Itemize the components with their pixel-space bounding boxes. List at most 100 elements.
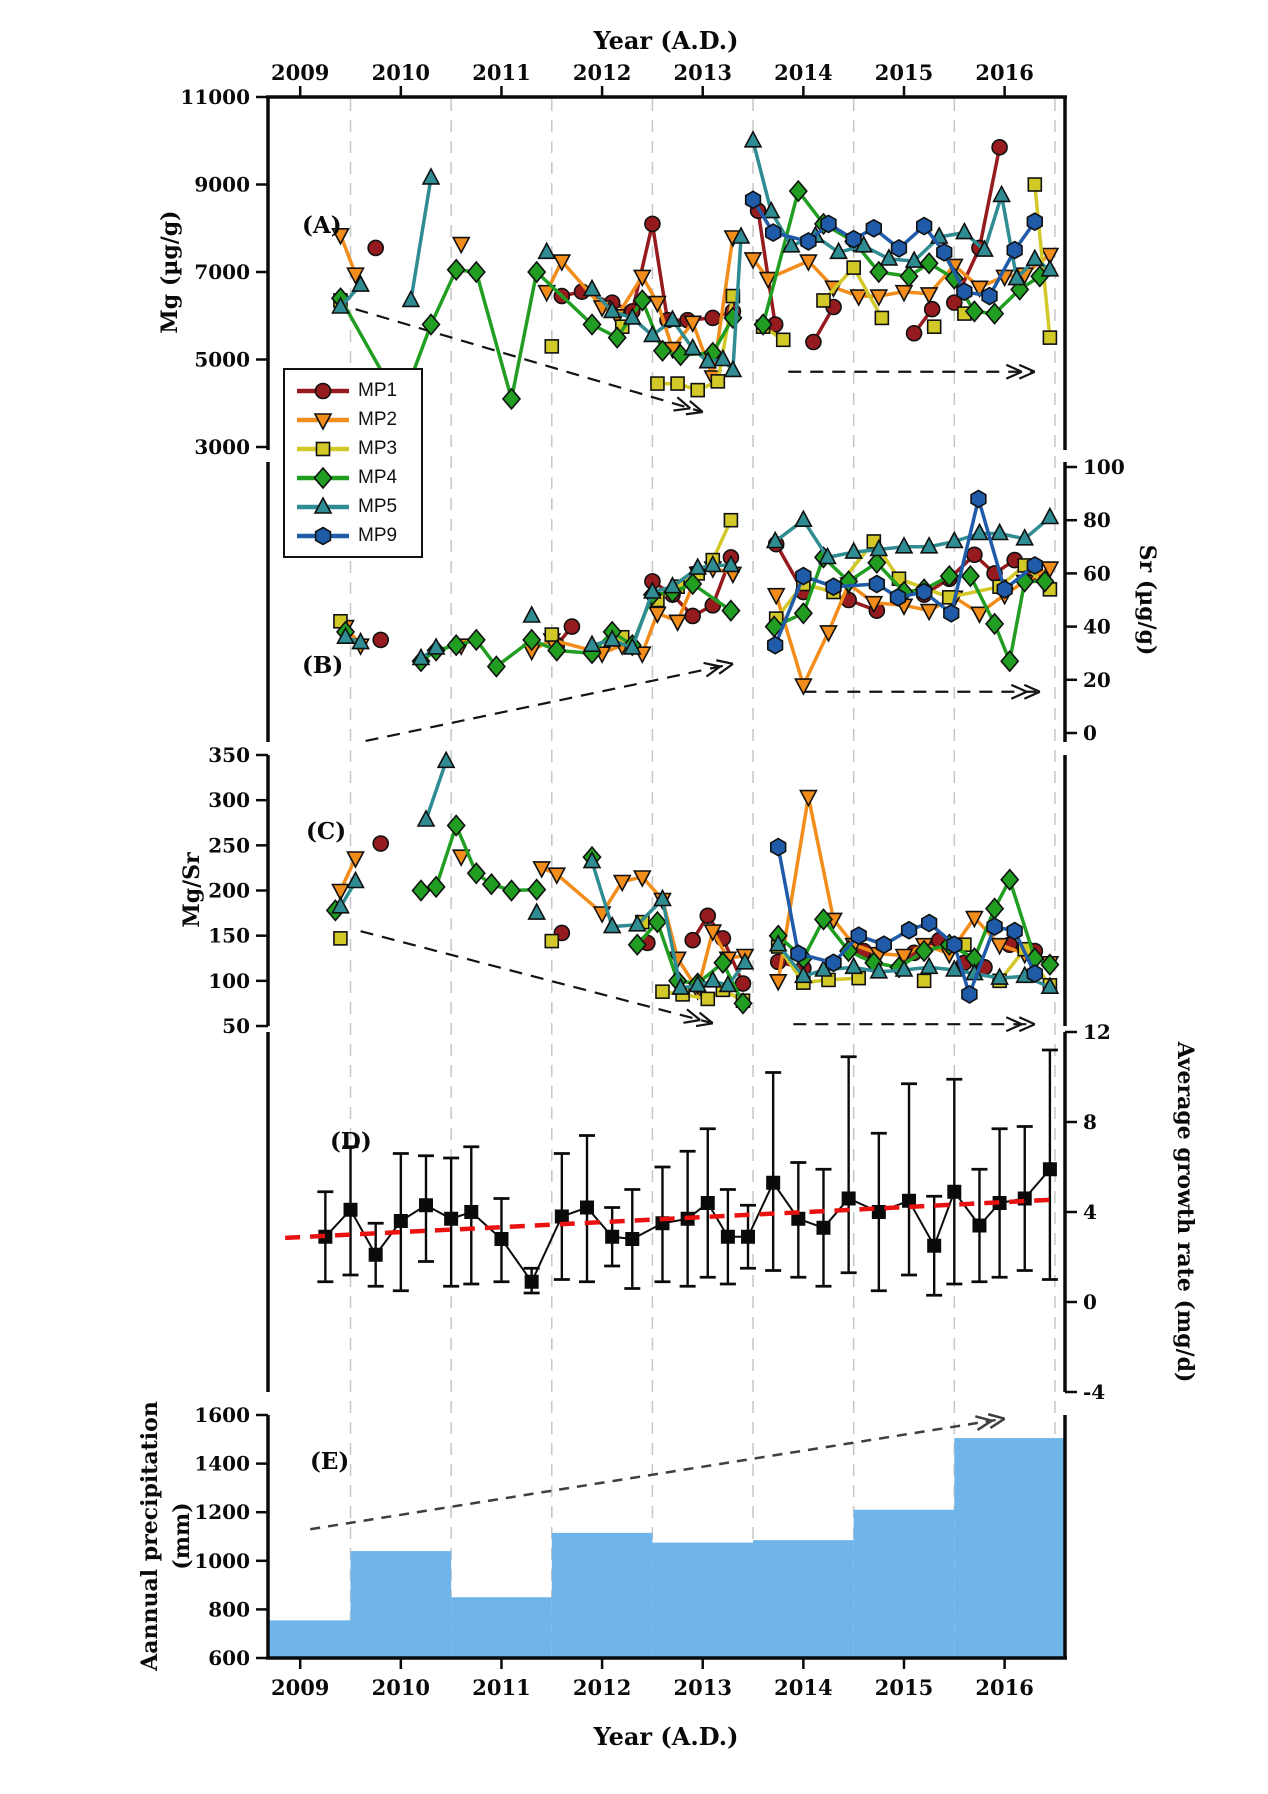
- svg-text:2015: 2015: [875, 1675, 933, 1700]
- series-MP5-line: [424, 759, 448, 822]
- svg-text:60: 60: [1083, 561, 1111, 585]
- growth-rate-point: [841, 1191, 856, 1206]
- svg-text:2009: 2009: [271, 60, 329, 85]
- series-MP5-marker: [622, 637, 642, 655]
- series-MP4-marker: [985, 302, 1005, 325]
- series-MP1-marker: [563, 618, 581, 635]
- panel-d-letter: (D): [330, 1128, 372, 1155]
- series-MP9-line: [773, 497, 1037, 647]
- series-MP3-marker: [926, 319, 942, 334]
- series-MP5-marker: [663, 576, 682, 594]
- bar-2010: [350, 1551, 452, 1658]
- series-MP5-marker: [721, 554, 741, 573]
- series-MP5-marker: [869, 538, 889, 557]
- series-MP5-marker: [622, 307, 642, 325]
- series-MP2-marker: [648, 295, 667, 314]
- series-MP4-marker: [683, 572, 703, 596]
- series-MP5-marker: [794, 509, 813, 528]
- series-MP4-marker: [793, 602, 813, 625]
- series-MP4-marker: [446, 258, 466, 282]
- panel-a-y-axis-label: Mg (µg/g): [157, 210, 183, 334]
- series-MP2-marker: [632, 870, 652, 888]
- series-MP2-marker: [799, 789, 818, 808]
- svg-text:800: 800: [208, 1597, 250, 1621]
- series-MP2-marker: [552, 254, 572, 272]
- svg-text:2013: 2013: [674, 60, 732, 85]
- svg-text:5000: 5000: [194, 348, 250, 372]
- growth-rate-point: [947, 1184, 962, 1199]
- bottom-axis-title: Year (A.D.): [593, 1722, 739, 1751]
- bar-2011: [451, 1597, 552, 1658]
- series-MP4-marker: [501, 387, 522, 411]
- panel-B-axes: 100 80 60 40 20 0: [266, 455, 1125, 745]
- series-MP5-marker: [723, 359, 743, 378]
- legend-label-MP3: MP3: [358, 437, 398, 459]
- svg-text:2014: 2014: [774, 60, 832, 85]
- series-MP4-marker: [733, 992, 753, 1015]
- series-MP3-marker: [700, 991, 716, 1007]
- series-MP4-marker: [960, 564, 980, 588]
- series-MP3-marker: [816, 293, 831, 308]
- legend-label-MP4: MP4: [358, 466, 398, 488]
- series-MP4-marker: [486, 655, 506, 678]
- series-MP9-marker: [825, 577, 842, 597]
- series-MP5-line: [409, 176, 433, 303]
- series-MP5-marker: [1025, 248, 1045, 267]
- series-MP4-marker: [721, 599, 741, 622]
- svg-text:1400: 1400: [194, 1452, 250, 1476]
- growth-rate-point: [816, 1220, 831, 1235]
- series-MP4-marker: [446, 633, 466, 657]
- svg-text:250: 250: [208, 833, 250, 857]
- series-MP5-marker: [879, 248, 899, 266]
- series-MP4-marker: [582, 313, 602, 336]
- svg-text:2012: 2012: [573, 1675, 631, 1700]
- series-MP1-marker: [684, 931, 701, 949]
- series-MP3-marker: [916, 973, 932, 989]
- series-MP2-marker: [965, 910, 984, 929]
- series-MP9-marker: [1026, 212, 1043, 232]
- series-MP5-marker: [844, 956, 864, 975]
- svg-text:150: 150: [208, 924, 250, 948]
- series-MP9-marker: [900, 920, 918, 940]
- series-MP9-marker: [868, 574, 886, 594]
- series-MP5-marker: [671, 977, 690, 995]
- series-MP4-marker: [753, 313, 773, 336]
- series-MP4-marker: [446, 814, 466, 837]
- series-MP5-marker: [955, 221, 974, 240]
- series-MP5-marker: [346, 870, 365, 889]
- series-MP5-marker: [1040, 506, 1060, 525]
- series-MP2-marker: [451, 849, 471, 867]
- bar-2013: [652, 1542, 754, 1658]
- series-MP9-marker: [996, 579, 1013, 599]
- series-MP5-marker: [602, 915, 622, 934]
- series-MP5-marker: [663, 309, 682, 327]
- diamond-icon: [313, 466, 333, 489]
- series-MP9-marker: [956, 282, 973, 302]
- svg-text:1200: 1200: [194, 1500, 250, 1524]
- legend-swatch-MP3: [297, 441, 349, 456]
- svg-text:2014: 2014: [774, 1675, 832, 1700]
- series-MP5-marker: [582, 850, 602, 869]
- series-MP4-marker: [466, 862, 486, 885]
- series-MP1-marker: [372, 835, 390, 852]
- series-MP5-marker: [627, 914, 647, 932]
- series-MP1-marker: [704, 309, 722, 327]
- series-MP3-marker: [1027, 177, 1043, 192]
- growth-rate-point: [972, 1218, 987, 1233]
- series-MP2-marker: [451, 236, 471, 255]
- series-MP4-marker: [713, 951, 733, 975]
- series-MP5-marker: [781, 235, 801, 253]
- precipitation-bars: [268, 1438, 1065, 1658]
- series-MP5-marker: [731, 226, 751, 244]
- svg-text:0: 0: [1083, 721, 1097, 745]
- bottom-axis: 2009 2010 2011 2012 2013 2014 2015 2016: [266, 1656, 1067, 1700]
- series-MP9-marker: [890, 238, 908, 258]
- panel-e-y-axis-label-line2: (mm): [169, 1502, 195, 1570]
- series-MP9-marker: [961, 984, 978, 1004]
- series-MP5-marker: [990, 522, 1009, 541]
- series-MP5-marker: [351, 631, 370, 650]
- growth-rate-point: [368, 1247, 383, 1262]
- gridlines: [349, 99, 1056, 1658]
- series-MP2-marker: [864, 595, 884, 614]
- series-MP1-marker: [734, 975, 752, 992]
